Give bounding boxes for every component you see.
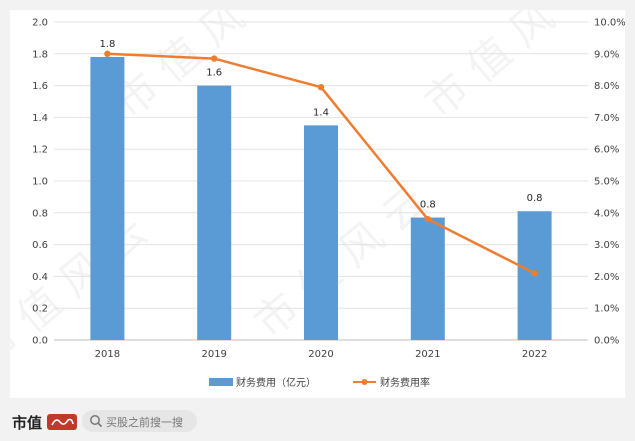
x-tick-label: 2018 [95,349,120,360]
footer: 市值 买股之前搜一搜 [0,405,635,439]
y-left-tick-label: 1.8 [32,49,48,60]
line-series [104,50,538,277]
line-point [317,83,325,91]
y-right-tick-label: 1.0% [594,304,619,315]
svg-text:市 值 风 云: 市 值 风 云 [245,176,436,347]
y-left-tick-label: 0.2 [32,304,48,315]
brand-logo [47,414,77,430]
y-left-tick-label: 0.0 [32,336,48,347]
y-left-tick-label: 0.6 [32,240,48,251]
bar-data-label: 1.6 [206,68,222,79]
legend-swatch-marker [361,379,368,385]
legend-swatch-bar [209,378,233,386]
y-left-tick-label: 0.8 [32,208,48,219]
y-left-tick-label: 0.4 [32,272,48,283]
line-point [531,270,538,277]
bar-data-label: 0.8 [527,193,543,204]
search-icon [90,415,103,428]
x-tick-label: 2022 [522,349,547,360]
x-tick-label: 2019 [201,349,226,360]
line-point [104,50,111,57]
y-right-tick-label: 5.0% [594,177,619,188]
svg-text:市 值 风 云: 市 值 风 云 [415,10,606,128]
legend-label-bar: 财务费用（亿元） [236,376,316,389]
chart: 市 值 风 云 市 值 风 云 市 值 风 云 市 值 风 云 0.00.20.… [10,10,625,389]
y-right-tick-label: 9.0% [594,49,619,60]
bar [304,125,338,340]
bar-data-label: 0.8 [420,200,436,211]
bar-series [90,56,552,340]
svg-text:市 值 风 云: 市 值 风 云 [10,206,156,377]
bar-data-label: 1.4 [313,107,329,118]
bar [410,217,445,340]
y-left-tick-label: 1.2 [32,145,48,156]
y-right-tick-label: 6.0% [594,145,619,156]
y-left-tick-label: 1.0 [32,177,48,188]
x-axis: 2018 2019 2020 2021 2022 [95,349,548,360]
y-left-axis: 0.0 0.2 0.4 0.6 0.8 1.0 1.2 1.4 1.6 1.8 2.0 [32,18,48,347]
bar [197,85,232,340]
search-box[interactable]: 买股之前搜一搜 [82,410,197,432]
x-tick-label: 2020 [308,349,333,360]
y-right-axis: 0.0% 1.0% 2.0% 3.0% 4.0% 5.0% 6.0% 7.0% 8.0% 9.0%… [594,18,625,347]
y-left-tick-label: 1.6 [32,81,48,92]
line-point [424,215,431,223]
y-right-tick-label: 7.0% [594,113,619,124]
y-right-tick-label: 10.0% [594,18,625,29]
legend-label-line: 财务费用率 [380,376,430,389]
chart-panel: 市 值 风 云 市 值 风 云 市 值 风 云 市 值 风 云 0.00.20.… [10,10,625,398]
y-right-tick-label: 4.0% [594,208,619,219]
legend: 财务费用（亿元） 财务费用率 [209,376,430,389]
y-right-tick-label: 3.0% [594,240,619,251]
y-right-tick-label: 8.0% [594,81,619,92]
y-left-tick-label: 1.4 [32,113,48,124]
brand-name: 市值 [12,414,43,432]
bar-data-label: 1.8 [99,39,115,50]
x-tick-label: 2021 [415,349,440,360]
bar-data-labels: 1.8 1.6 1.4 0.8 0.8 [99,39,542,211]
y-right-tick-label: 0.0% [594,336,619,347]
y-right-tick-label: 2.0% [594,272,619,283]
bar [90,56,125,340]
search-placeholder: 买股之前搜一搜 [106,416,183,429]
line-point [211,55,218,62]
y-left-tick-label: 2.0 [32,18,48,29]
